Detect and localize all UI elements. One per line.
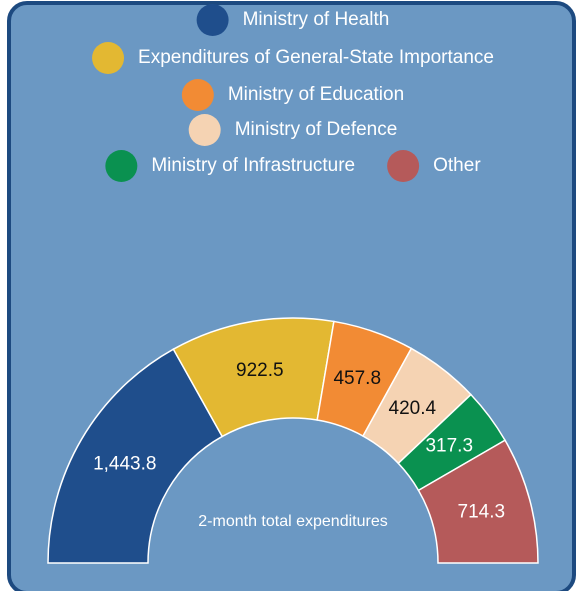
legend-swatch <box>92 42 125 74</box>
legend-swatch <box>188 114 221 146</box>
data-label: 1,443.8 <box>93 453 156 474</box>
slice <box>417 439 539 564</box>
legend-label: Ministry of Health <box>243 9 390 30</box>
data-label: 317.3 <box>425 435 473 456</box>
legend-label: Ministry of Defence <box>235 119 398 140</box>
legend-swatch <box>105 150 138 182</box>
data-label: 714.3 <box>458 501 506 522</box>
legend-swatch <box>387 150 420 182</box>
data-label: 457.8 <box>333 368 381 389</box>
legend-swatch <box>181 79 214 111</box>
legend-swatch <box>196 4 229 36</box>
data-label: 922.5 <box>236 360 284 381</box>
data-label: 420.4 <box>389 398 437 419</box>
legend-label: Other <box>433 155 481 176</box>
legend-label: Ministry of Infrastructure <box>151 155 355 176</box>
center-label: 2-month total expenditures <box>198 513 387 530</box>
legend-label: Ministry of Education <box>228 84 404 105</box>
legend-label: Expenditures of General-State Importance <box>138 47 494 68</box>
